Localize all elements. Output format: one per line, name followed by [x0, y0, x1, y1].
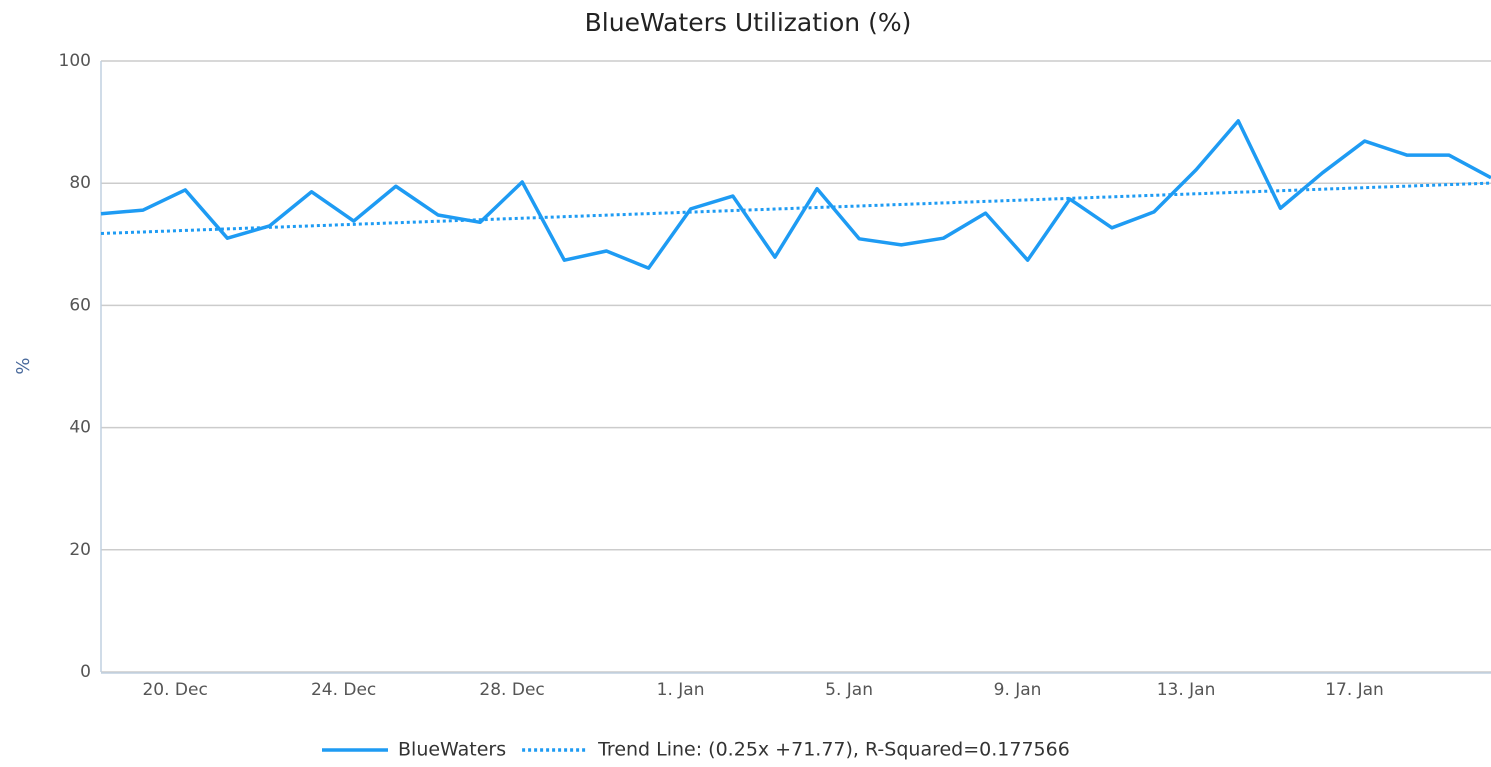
x-tick-label: 9. Jan [994, 680, 1042, 700]
legend-label: BlueWaters [398, 739, 506, 761]
legend-label: Trend Line: (0.25x +71.77), R-Squared=0.… [597, 739, 1070, 761]
y-tick-label: 20 [69, 540, 91, 560]
y-axis-label: % [13, 357, 34, 374]
x-tick-label: 13. Jan [1157, 680, 1216, 700]
x-tick-label: 24. Dec [311, 680, 376, 700]
x-tick-label: 17. Jan [1325, 680, 1384, 700]
line-series [100, 181, 1491, 235]
y-tick-label: 40 [69, 418, 91, 438]
y-tick-label: 60 [69, 295, 91, 315]
x-tick-label: 1. Jan [657, 680, 705, 700]
y-tick-label: 100 [59, 51, 91, 71]
x-tick-label: 20. Dec [142, 680, 207, 700]
x-tick-label: 5. Jan [825, 680, 873, 700]
line-series [100, 119, 1491, 270]
x-tick-label: 28. Dec [479, 680, 544, 700]
y-tick-label: 0 [80, 662, 91, 682]
chart-title: BlueWaters Utilization (%) [585, 8, 912, 37]
y-tick-label: 80 [69, 173, 91, 193]
